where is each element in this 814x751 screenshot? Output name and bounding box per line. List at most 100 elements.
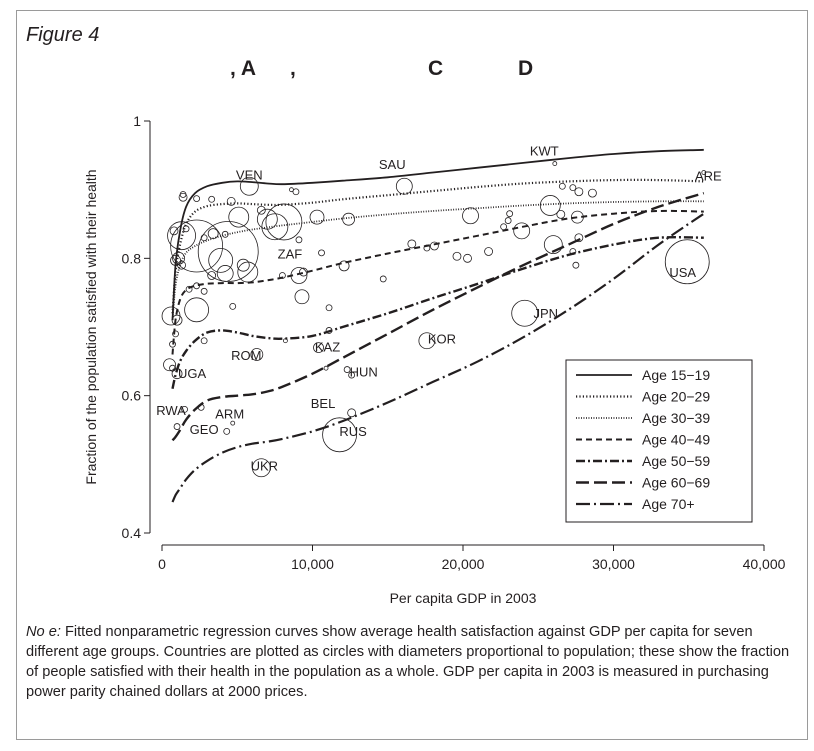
country-bubble (226, 196, 236, 206)
country-label: UKR (251, 459, 278, 474)
country-label: KOR (428, 331, 456, 346)
country-bubble (309, 209, 325, 225)
y-tick-label: 0.8 (122, 250, 142, 266)
country-bubble (171, 314, 183, 326)
country-bubble (169, 364, 176, 372)
country-bubbles (161, 161, 710, 478)
country-bubble (342, 212, 356, 226)
country-label: UGA (178, 366, 207, 381)
legend-label: Age 40−49 (642, 432, 710, 448)
country-bubble (208, 195, 216, 203)
country-bubble (169, 226, 179, 236)
country-bubble (208, 247, 234, 273)
country-bubble (504, 217, 512, 224)
x-tick-label: 20,000 (442, 556, 485, 572)
country-bubble (325, 304, 333, 312)
legend-label: Age 60−69 (642, 475, 710, 491)
x-tick-label: 10,000 (291, 556, 334, 572)
series-line (171, 191, 705, 442)
country-label: GEO (190, 422, 219, 437)
country-bubble (292, 188, 300, 196)
country-bubble (543, 235, 563, 255)
country-bubble (200, 337, 208, 345)
country-bubble (179, 191, 187, 198)
country-label: KWT (530, 143, 559, 158)
country-bubble (511, 299, 539, 327)
country-bubble (558, 182, 566, 190)
x-axis-label: Per capita GDP in 2003 (390, 590, 537, 606)
country-bubble (418, 332, 436, 350)
x-tick-label: 30,000 (592, 556, 635, 572)
country-label: VEN (236, 167, 263, 182)
y-tick-label: 0.6 (122, 388, 142, 404)
country-label: SAU (379, 157, 406, 172)
country-bubble (295, 236, 303, 244)
legend-label: Age 70+ (642, 496, 695, 512)
country-bubble (430, 241, 439, 251)
series-line (171, 178, 704, 314)
x-tick-label: 0 (158, 556, 166, 572)
country-bubble (172, 330, 179, 338)
country-bubble (261, 213, 289, 241)
country-bubble (163, 358, 176, 372)
chart-legend: Age 15−19 Age 20−29 Age 30−39 Age 40−49 Age … (565, 359, 753, 523)
country-bubble (207, 271, 217, 280)
country-bubble (216, 265, 234, 282)
y-axis-label: Fraction of the population satisfied wit… (83, 169, 99, 484)
country-bubble (506, 210, 514, 218)
country-bubble (200, 287, 208, 295)
series-line (171, 209, 704, 355)
country-label: USA (669, 265, 696, 280)
figure-note: No e: Fitted nonparametric regression cu… (26, 622, 796, 702)
y-axis-ticks: 0.4 0.6 0.8 1 (122, 113, 150, 541)
country-bubble (178, 192, 188, 202)
country-bubble (701, 170, 707, 175)
series-line (171, 236, 704, 390)
heading-fragment-comma: , (290, 57, 296, 80)
country-label: KAZ (315, 340, 340, 355)
country-bubble (256, 205, 266, 215)
country-bubble (239, 176, 259, 196)
health-satisfaction-chart: 0 10,000 20,000 30,000 40,000 0.4 0.6 0.8 1 Per… (83, 113, 786, 606)
note-prefix: No e: (26, 624, 61, 640)
figure-frame (16, 10, 808, 740)
country-label: ZAF (278, 246, 303, 261)
country-bubble (500, 223, 508, 231)
country-bubble (513, 222, 531, 240)
country-bubble (664, 239, 710, 285)
country-bubble (230, 420, 236, 426)
heading-fragment-a: , A (230, 57, 257, 80)
country-bubble (193, 195, 201, 202)
heading-fragment-c: C (428, 57, 444, 80)
country-bubble (343, 366, 351, 373)
country-bubble (223, 427, 231, 435)
country-label: RUS (339, 424, 367, 439)
legend-box (565, 359, 753, 523)
country-bubble (265, 203, 303, 241)
y-tick-label: 1 (133, 113, 141, 129)
note-text: Fitted nonparametric regression curves s… (26, 624, 790, 700)
country-bubble (221, 230, 229, 238)
country-bubble (173, 423, 181, 430)
country-label: ARE (695, 169, 722, 184)
country-bubble (348, 371, 356, 379)
series-line (171, 148, 704, 321)
country-label: ARM (215, 406, 244, 421)
country-bubble (184, 297, 210, 323)
legend-label: Age 20−29 (642, 389, 710, 405)
series-line (171, 212, 705, 503)
country-bubble (338, 260, 350, 272)
legend-label: Age 15−19 (642, 367, 710, 383)
country-bubble (556, 209, 566, 219)
country-bubble (572, 261, 580, 269)
country-bubble (185, 285, 193, 293)
country-bubble (229, 302, 237, 310)
country-bubble (170, 219, 224, 273)
country-bubble (250, 348, 264, 361)
x-axis-ticks: 0 10,000 20,000 30,000 40,000 (158, 545, 786, 572)
age-group-curves (171, 148, 705, 503)
country-labels: VENSAUKWTAREZAFUSAJPNKORKAZROMHUNUGABELR… (156, 143, 722, 473)
country-label: JPN (533, 306, 558, 321)
country-bubble (574, 187, 584, 197)
legend-label: Age 50−59 (642, 453, 710, 469)
